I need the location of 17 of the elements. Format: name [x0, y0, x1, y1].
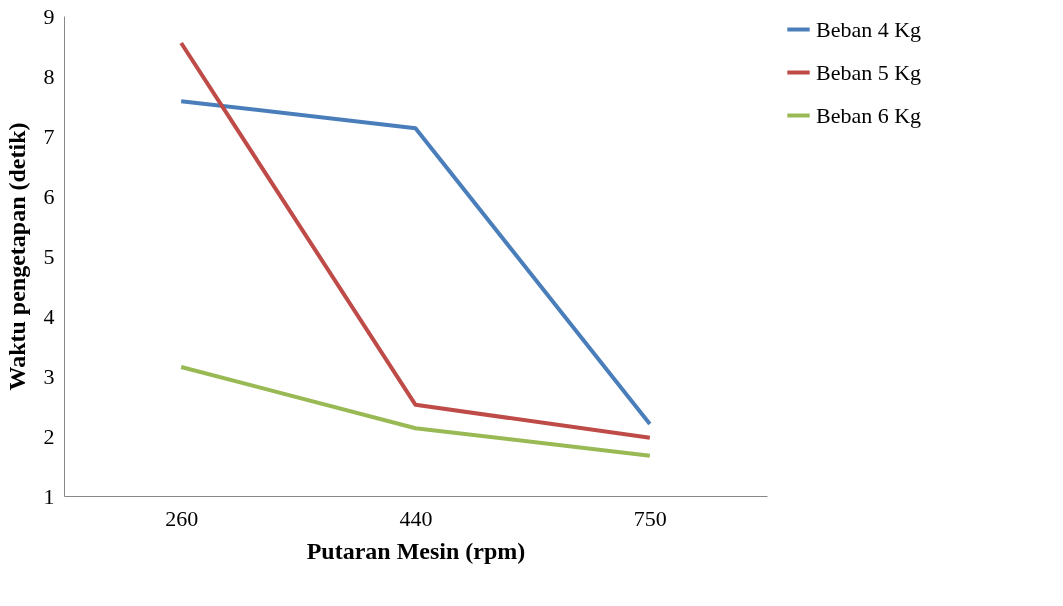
- y-tick-label: 8: [43, 63, 55, 89]
- y-tick-label: 1: [43, 483, 55, 509]
- y-axis-title: Waktu pengetapan (detik): [3, 122, 30, 391]
- x-tick-label: 750: [633, 505, 667, 531]
- x-axis-title: Putaran Mesin (rpm): [306, 537, 526, 564]
- legend-label: Beban 4 Kg: [816, 16, 922, 42]
- y-tick-label: 4: [43, 303, 55, 329]
- y-tick-label: 9: [43, 3, 55, 29]
- x-tick-label: 260: [165, 505, 199, 531]
- y-tick-label: 6: [43, 183, 55, 209]
- y-tick-label: 5: [43, 243, 55, 269]
- legend-label: Beban 5 Kg: [816, 59, 922, 85]
- y-tick-label: 7: [43, 123, 55, 149]
- y-tick-label: 2: [43, 423, 55, 449]
- legend-label: Beban 6 Kg: [816, 102, 922, 128]
- y-tick-label: 3: [43, 363, 55, 389]
- x-tick-label: 440: [399, 505, 433, 531]
